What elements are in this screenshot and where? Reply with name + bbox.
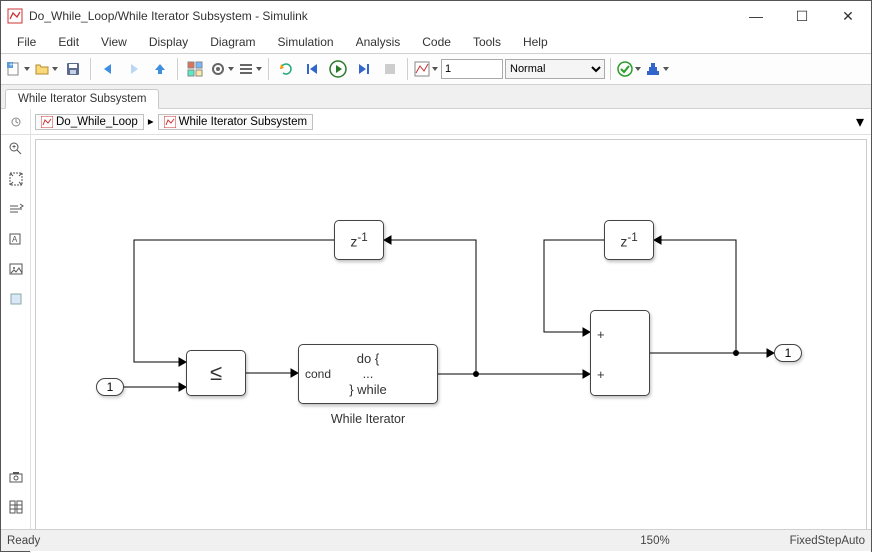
- model-data-icon[interactable]: [6, 497, 26, 517]
- new-model-button[interactable]: +: [5, 57, 31, 81]
- palette-toolbar: + A »: [1, 135, 31, 553]
- menu-display[interactable]: Display: [139, 33, 198, 51]
- status-bar: Ready 150% FixedStepAuto: [1, 529, 871, 551]
- title-bar: Do_While_Loop/While Iterator Subsystem -…: [1, 1, 871, 31]
- compare-operator: ≤: [210, 360, 222, 386]
- sum-block[interactable]: + +: [590, 310, 650, 396]
- breadcrumb-label: Do_While_Loop: [56, 116, 138, 128]
- breadcrumb-separator: ▸: [146, 114, 156, 129]
- window-title: Do_While_Loop/While Iterator Subsystem -…: [29, 9, 733, 23]
- signal-lines: [36, 140, 866, 548]
- zoom-search-icon[interactable]: +: [6, 139, 26, 159]
- stop-time-input[interactable]: [441, 59, 503, 79]
- menu-diagram[interactable]: Diagram: [200, 33, 265, 51]
- svg-text:+: +: [9, 62, 13, 69]
- delay-text: z-1: [620, 231, 637, 250]
- breadcrumb-root[interactable]: Do_While_Loop: [35, 114, 144, 130]
- svg-text:A: A: [12, 235, 18, 244]
- maximize-button[interactable]: ☐: [779, 1, 825, 31]
- step-forward-button[interactable]: [352, 57, 376, 81]
- run-button[interactable]: [326, 57, 350, 81]
- image-icon[interactable]: [6, 259, 26, 279]
- sum-plus-1: +: [597, 327, 605, 342]
- menu-tools[interactable]: Tools: [463, 33, 511, 51]
- open-button[interactable]: [33, 57, 59, 81]
- model-config-button[interactable]: [209, 57, 235, 81]
- up-button[interactable]: [148, 57, 172, 81]
- diagram-viewport: 1 ≤ z-1 cond do { ... } while While Iter…: [35, 139, 867, 549]
- annotation-icon[interactable]: A: [6, 229, 26, 249]
- fast-restart-button[interactable]: [274, 57, 298, 81]
- status-zoom[interactable]: 150%: [595, 535, 715, 547]
- unit-delay-1-block[interactable]: z-1: [334, 220, 384, 260]
- signal-viewer-button[interactable]: [413, 57, 439, 81]
- while-port-label: cond: [305, 367, 331, 381]
- menu-code[interactable]: Code: [412, 33, 461, 51]
- breadcrumb-dropdown[interactable]: ▾: [849, 112, 871, 132]
- app-icon: [7, 8, 23, 24]
- hide-nav-button[interactable]: [1, 109, 31, 134]
- forward-button[interactable]: [122, 57, 146, 81]
- svg-text:+: +: [12, 144, 16, 151]
- screenshot-icon[interactable]: [6, 467, 26, 487]
- checkmark-button[interactable]: [616, 57, 642, 81]
- sum-plus-2: +: [597, 367, 605, 382]
- menu-help[interactable]: Help: [513, 33, 558, 51]
- model-explorer-button[interactable]: [237, 57, 263, 81]
- breadcrumb-label: While Iterator Subsystem: [179, 116, 307, 128]
- toolbar: + Normal: [1, 53, 871, 85]
- minimize-button[interactable]: —: [733, 1, 779, 31]
- tab-strip: While Iterator Subsystem: [1, 85, 871, 109]
- outport-block[interactable]: 1: [774, 344, 802, 362]
- save-button[interactable]: [61, 57, 85, 81]
- breadcrumb-current[interactable]: While Iterator Subsystem: [158, 114, 313, 130]
- menu-edit[interactable]: Edit: [48, 33, 89, 51]
- while-body-text: do { ... } while: [349, 351, 387, 398]
- step-back-button[interactable]: [300, 57, 324, 81]
- menu-bar: File Edit View Display Diagram Simulatio…: [1, 31, 871, 53]
- compare-block[interactable]: ≤: [186, 350, 246, 396]
- library-browser-button[interactable]: [183, 57, 207, 81]
- close-button[interactable]: ✕: [825, 1, 871, 31]
- tab-active[interactable]: While Iterator Subsystem: [5, 89, 159, 109]
- model-icon: [41, 116, 53, 128]
- inport-number: 1: [107, 380, 114, 394]
- menu-view[interactable]: View: [91, 33, 137, 51]
- unit-delay-2-block[interactable]: z-1: [604, 220, 654, 260]
- menu-simulation[interactable]: Simulation: [268, 33, 344, 51]
- inport-block[interactable]: 1: [96, 378, 124, 396]
- subsystem-icon: [164, 116, 176, 128]
- while-iterator-label: While Iterator: [298, 412, 438, 426]
- sim-mode-select[interactable]: Normal: [505, 59, 605, 79]
- while-iterator-block[interactable]: cond do { ... } while: [298, 344, 438, 404]
- status-ready: Ready: [7, 535, 595, 547]
- back-button[interactable]: [96, 57, 120, 81]
- menu-analysis[interactable]: Analysis: [346, 33, 411, 51]
- fit-view-icon[interactable]: [6, 169, 26, 189]
- status-solver[interactable]: FixedStepAuto: [715, 535, 865, 547]
- menu-file[interactable]: File: [7, 33, 46, 51]
- area-icon[interactable]: [6, 289, 26, 309]
- breadcrumb-bar: Do_While_Loop ▸ While Iterator Subsystem…: [1, 109, 871, 135]
- diagram-canvas[interactable]: 1 ≤ z-1 cond do { ... } while While Iter…: [31, 135, 871, 553]
- stop-button[interactable]: [378, 57, 402, 81]
- build-button[interactable]: [644, 57, 670, 81]
- delay-text: z-1: [350, 231, 367, 250]
- toggle-perspectives-icon[interactable]: [6, 199, 26, 219]
- outport-number: 1: [785, 346, 792, 360]
